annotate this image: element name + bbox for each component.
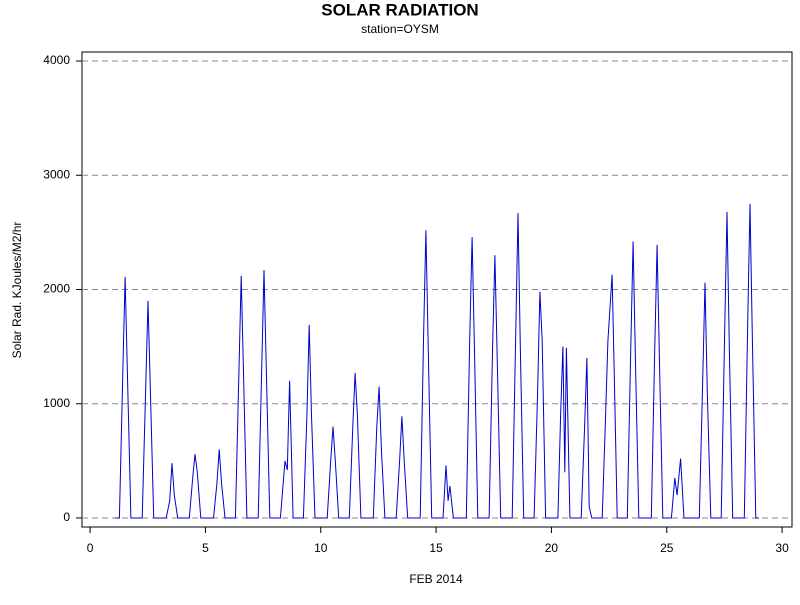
x-tick-label: 15: [429, 541, 443, 555]
y-tick-label: 1000: [43, 396, 70, 410]
x-tick-label: 10: [314, 541, 328, 555]
x-tick-label: 5: [202, 541, 209, 555]
x-tick-label: 30: [775, 541, 789, 555]
x-axis-label: FEB 2014: [409, 572, 463, 586]
y-axis-label: Solar Rad. KJoules/M2/hr: [10, 222, 24, 359]
x-tick-label: 0: [87, 541, 94, 555]
chart-title: SOLAR RADIATION: [321, 0, 478, 19]
chart-subtitle: station=OYSM: [361, 22, 439, 36]
x-tick-label: 25: [660, 541, 674, 555]
y-tick-label: 3000: [43, 167, 70, 181]
y-tick-label: 0: [63, 510, 70, 524]
x-tick-label: 20: [545, 541, 559, 555]
y-tick-label: 4000: [43, 53, 70, 67]
y-tick-label: 2000: [43, 282, 70, 296]
data-line: [115, 203, 759, 519]
